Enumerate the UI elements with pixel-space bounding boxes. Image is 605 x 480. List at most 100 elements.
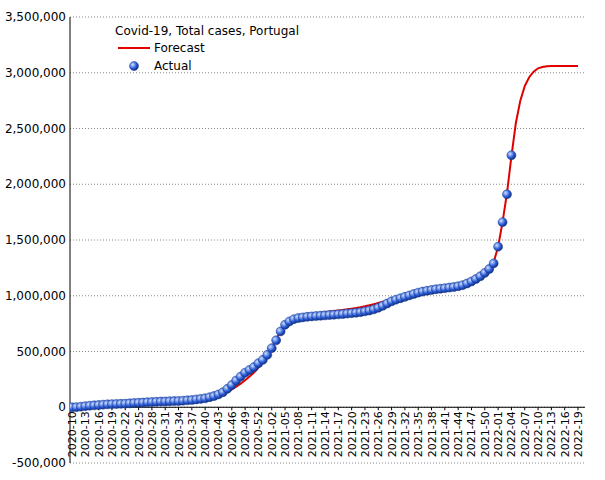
- x-tick-label: 2020-31: [159, 411, 172, 457]
- x-tick: [205, 407, 206, 410]
- legend-label: Actual: [154, 59, 192, 73]
- y-axis: [70, 17, 71, 463]
- y-tick-label: 2,500,000: [5, 122, 66, 136]
- x-tick: [311, 407, 312, 410]
- grid-line: [70, 240, 585, 241]
- grid-line: [70, 295, 585, 296]
- x-tick: [498, 407, 499, 410]
- x-tick: [325, 407, 326, 410]
- y-tick-label: 1,000,000: [5, 289, 66, 303]
- x-tick: [364, 407, 365, 410]
- x-tick-label: 2021-11: [306, 411, 319, 457]
- x-tick: [178, 407, 179, 410]
- x-tick-label: 2020-40: [199, 411, 212, 457]
- y-tick-label: 1,500,000: [5, 233, 66, 247]
- grid-line: [70, 128, 585, 129]
- x-tick-label: 2022-16: [559, 411, 572, 457]
- x-tick-label: 2020-34: [173, 411, 186, 457]
- x-tick-label: 2020-13: [79, 411, 92, 457]
- x-tick-label: 2021-47: [465, 411, 478, 457]
- x-tick-label: 2020-28: [146, 411, 159, 457]
- x-tick: [538, 407, 539, 410]
- x-tick-label: 2021-17: [332, 411, 345, 457]
- x-tick: [404, 407, 405, 410]
- x-tick-label: 2020-25: [133, 411, 146, 457]
- x-tick-label: 2020-22: [119, 411, 132, 457]
- x-tick-label: 2021-08: [292, 411, 305, 457]
- x-tick-label: 2020-16: [93, 411, 106, 457]
- x-tick-label: 2021-50: [479, 411, 492, 457]
- x-tick: [524, 407, 525, 410]
- x-tick: [578, 407, 579, 410]
- y-tick-label: 500,000: [16, 345, 66, 359]
- actual-point: [489, 259, 498, 268]
- x-tick: [338, 407, 339, 410]
- grid-line: [70, 351, 585, 352]
- x-tick: [285, 407, 286, 410]
- actual-point: [507, 151, 516, 160]
- x-tick-label: 2022-19: [572, 411, 585, 457]
- x-tick-label: 2022-04: [505, 411, 518, 457]
- x-tick: [484, 407, 485, 410]
- x-tick-label: 2021-20: [346, 411, 359, 457]
- x-tick-label: 2021-41: [439, 411, 452, 457]
- x-tick-label: 2020-10: [66, 411, 79, 457]
- x-tick: [564, 407, 565, 410]
- y-tick-label: 0: [58, 400, 66, 414]
- x-tick-label: 2021-26: [372, 411, 385, 457]
- actual-point: [272, 336, 281, 345]
- x-tick: [271, 407, 272, 410]
- y-tick-label: 3,000,000: [5, 66, 66, 80]
- y-tick-label: -500,000: [12, 456, 66, 470]
- y-tick-label: 3,500,000: [5, 10, 66, 24]
- legend-label: Forecast: [154, 41, 205, 55]
- x-tick-label: 2021-05: [279, 411, 292, 457]
- x-tick-label: 2020-49: [239, 411, 252, 457]
- forecast-line: [72, 66, 578, 407]
- x-tick: [218, 407, 219, 410]
- x-tick-label: 2021-38: [426, 411, 439, 457]
- grid-line: [70, 72, 585, 73]
- actual-point: [502, 190, 511, 199]
- x-tick: [551, 407, 552, 410]
- plot-area: [70, 66, 578, 412]
- x-tick: [444, 407, 445, 410]
- actual-point: [498, 218, 507, 227]
- x-tick-label: 2022-01: [492, 411, 505, 457]
- x-tick: [458, 407, 459, 410]
- x-tick-label: 2022-13: [545, 411, 558, 457]
- x-tick-label: 2020-43: [212, 411, 225, 457]
- grid-line: [70, 17, 585, 18]
- x-tick: [431, 407, 432, 410]
- x-tick: [138, 407, 139, 410]
- x-tick-label: 2021-14: [319, 411, 332, 457]
- x-tick: [418, 407, 419, 410]
- legend-marker: [130, 62, 139, 71]
- x-tick: [378, 407, 379, 410]
- chart: -500,000 0 500,000 1,000,000 1,500,000 2,000,…: [0, 0, 605, 480]
- x-tick-label: 2020-37: [186, 411, 199, 457]
- x-tick-label: 2021-35: [412, 411, 425, 457]
- x-tick-label: 2020-46: [226, 411, 239, 457]
- x-tick-label: 2021-23: [359, 411, 372, 457]
- x-tick: [351, 407, 352, 410]
- x-tick: [391, 407, 392, 410]
- y-tick-label: 2,000,000: [5, 177, 66, 191]
- x-tick-label: 2021-44: [452, 411, 465, 457]
- x-tick: [471, 407, 472, 410]
- x-tick: [258, 407, 259, 410]
- x-tick: [245, 407, 246, 410]
- x-tick: [511, 407, 512, 410]
- x-tick-label: 2020-19: [106, 411, 119, 457]
- x-tick: [191, 407, 192, 410]
- actual-point: [494, 242, 503, 251]
- x-tick: [151, 407, 152, 410]
- title: Covid-19, Total cases, Portugal: [115, 24, 299, 38]
- legend-line: [118, 47, 150, 49]
- actual-point: [267, 344, 276, 353]
- x-tick-label: 2020-52: [252, 411, 265, 457]
- x-tick-label: 2022-10: [532, 411, 545, 457]
- x-tick: [165, 407, 166, 410]
- x-tick-label: 2021-29: [386, 411, 399, 457]
- x-tick-label: 2021-02: [266, 411, 279, 457]
